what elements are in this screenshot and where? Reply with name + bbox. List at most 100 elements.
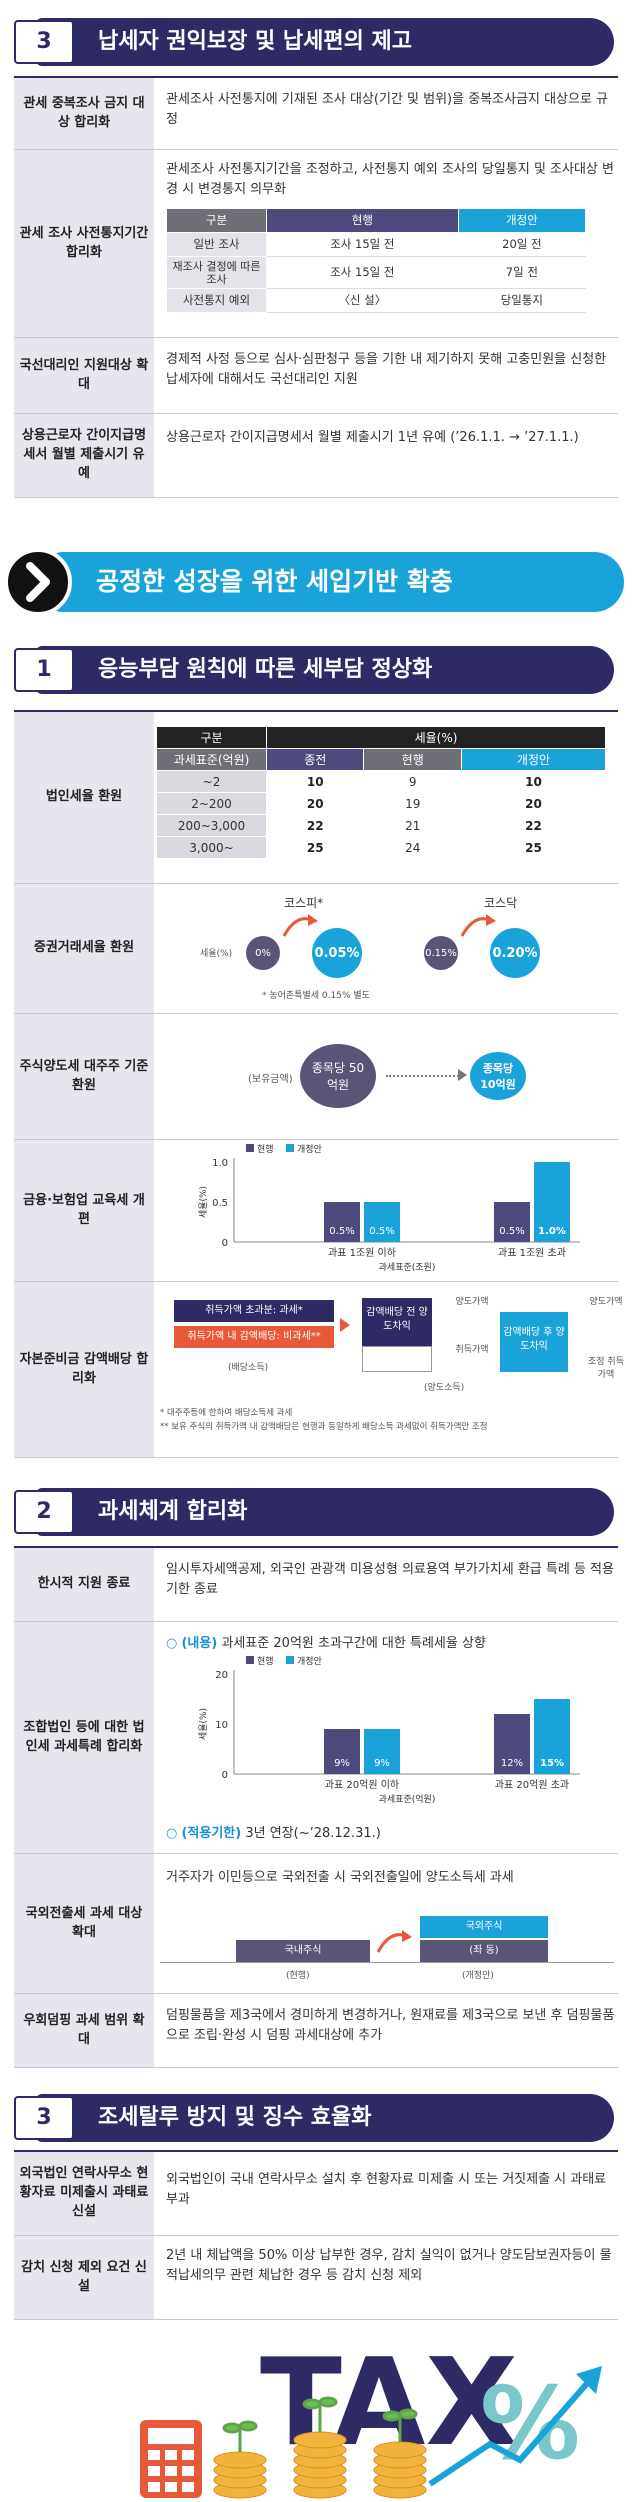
row-text: 상용근로자 간이지급명세서 월별 제출시기 1년 유예 (’26.1.1. → … [166, 430, 579, 445]
section-number: 3 [14, 20, 74, 64]
taxable-box: 취득가액 초과분: 과세* [174, 1300, 334, 1322]
row-label: 증권거래세율 환원 [14, 884, 154, 1013]
bar-value-label: 9% [374, 1758, 390, 1769]
legend-swatch-current [246, 1144, 254, 1152]
y-axis-label: 세율(%) [198, 1186, 209, 1218]
section-number: 1 [14, 648, 74, 692]
row-label: 금융·보험업 교육세 개편 [14, 1140, 154, 1281]
section-title: 조세탈루 방지 및 징수 효율화 [98, 2105, 372, 2130]
audit-notice-table: 구분 현행 개정안 일반 조사 조사 15일 전 20일 전 재조사 결정에 따른 조사… [166, 208, 587, 314]
kospi-label: 코스피* [284, 896, 324, 910]
x-tick-label: 과표 20억원 이하 [325, 1778, 399, 1791]
row-securities-tax: 증권거래세율 환원 코스피* 코스닥 세율(%) 0% 0.05% 0.15% … [14, 884, 618, 1014]
row-label: 한시적 지원 종료 [14, 1548, 154, 1621]
kosdaq-current-rate: 0.15% [424, 936, 458, 970]
pre-gain-box: 감액배당 전 양도차익 [362, 1298, 432, 1346]
bar-current [494, 1714, 530, 1774]
row-audit-notice: 관세 조사 사전통지기간 합리화 관세조사 사전통지기간을 조정하고, 사전통지… [14, 150, 618, 338]
section-header-tax-system: 2 과세체계 합리화 [14, 1488, 614, 1536]
section-header-tax-normalization: 1 응능부담 원칙에 따른 세부담 정상화 [14, 646, 614, 694]
y-tick-label: 0 [222, 1770, 228, 1781]
section-header-tax-evasion: 3 조세탈루 방지 및 징수 효율화 [14, 2094, 614, 2142]
bar-new [534, 1699, 570, 1774]
footnote-1: * 대주주등에 한하여 배당소득세 과세 [160, 1408, 293, 1418]
row-education-tax: 금융·보험업 교육세 개편 0 0.5 1.0 세율(%) 현행 개정안 0.5% 0.5% 과… [14, 1140, 618, 1282]
row-text: 관세조사 사전통지에 기재된 조사 대상(기간 및 범위)을 중복조사금지 대상… [166, 92, 609, 128]
new-caption: (개정안) [462, 1971, 494, 1981]
row-corporate-tax-rate: 법인세율 환원 구분 세율(%) 과세표준(억원) 종전 현행 개정안 ~2 10 9 10 … [14, 712, 618, 884]
row-label: 조합법인 등에 대한 법인세 과세특례 합리화 [14, 1622, 154, 1853]
row-text: 덤핑물품을 제3국에서 경미하게 변경하거나, 원재료를 제3국으로 보낸 후 … [166, 2008, 615, 2044]
bar-current [324, 1729, 360, 1774]
tax-illustration: TAX % [130, 2334, 610, 2502]
dotted-arrow [386, 1075, 462, 1077]
nontaxable-box: 취득가액 내 감액배당: 비과세** [174, 1326, 334, 1348]
kospi-new-rate: 0.05% [312, 928, 362, 978]
cooperative-tax-chart: 0 10 20 세율(%) 현행 개정안 9% 9% 과표 20억원 이하 12% 15% 과표 20… [198, 1655, 580, 1805]
arrow-head-icon [458, 1069, 467, 1081]
threshold-current: 종목당 50억원 [300, 1044, 376, 1108]
transfer-price-label: 양도가액 [455, 1297, 489, 1307]
legend-swatch-new [286, 1656, 294, 1664]
row-text: 외국법인이 국내 연락사무소 설치 후 현황자료 미제출 시 또는 거짓제출 시… [166, 2172, 607, 2208]
row-label: 상용근로자 간이지급명세서 월별 제출시기 유예 [14, 414, 154, 497]
adjusted-acq-label: 조정 취득가액 [588, 1357, 624, 1380]
y-tick-label: 10 [215, 1720, 228, 1731]
foreign-stock-box: 국외주식 [420, 1916, 548, 1938]
kosdaq-label: 코스닥 [484, 896, 518, 910]
row-label: 감치 신청 제외 요건 신설 [14, 2236, 154, 2319]
bar-new [364, 1202, 400, 1242]
x-tick-label: 과표 1조원 초과 [498, 1247, 566, 1259]
chapter-banner: 공정한 성장을 위한 세입기반 확충 [4, 548, 624, 616]
arrow-right-icon [340, 1318, 350, 1332]
domestic-stock-box: 국내주식 [236, 1940, 370, 1962]
x-axis-label: 과세표준(조원) [379, 1262, 436, 1273]
footnote: * 농어촌특별세 0.15% 별도 [262, 991, 370, 1001]
curved-arrow-icon [282, 914, 318, 937]
bar-new [364, 1729, 400, 1774]
row-exit-tax: 국외전출세 과세 대상 확대 거주자가 이민등으로 국외전출 시 국외전출일에 … [14, 1854, 618, 1994]
bar-new [534, 1162, 570, 1242]
bar-current [324, 1202, 360, 1242]
transfer-price-label-2: 양도가액 [589, 1297, 623, 1307]
row-text: 거주자가 이민등으로 국외전출 시 국외전출일에 양도소득세 과세 [166, 1870, 514, 1885]
row-capital-gains: 주식양도세 대주주 기준 환원 (보유금액) 종목당 50억원 종목당 10억원 [14, 1014, 618, 1140]
row-label: 주식양도세 대주주 기준 환원 [14, 1014, 154, 1139]
holding-label: (보유금액) [248, 1074, 293, 1085]
bar-value-label: 0.5% [329, 1226, 354, 1237]
section-title: 과세체계 합리화 [98, 1499, 248, 1524]
row-temporary-support: 한시적 지원 종료 임시투자세액공제, 외국인 관광객 미용성형 의료용역 부가… [14, 1548, 618, 1622]
legend-label-new: 개정안 [297, 1656, 322, 1667]
row-dividend: 자본준비금 감액배당 합리화 취득가액 초과분: 과세* 취득가액 내 감액배당… [14, 1282, 624, 1458]
y-tick-label: 0 [222, 1238, 228, 1249]
row-label: 국외전출세 과세 대상 확대 [14, 1854, 154, 1993]
section-number: 2 [14, 1490, 74, 1534]
legend-swatch-current [246, 1656, 254, 1664]
legend-label-current: 현행 [257, 1143, 274, 1155]
row-cooperative: 조합법인 등에 대한 법인세 과세특례 합리화 ○ (내용) 과세표준 20억원… [14, 1622, 618, 1854]
content-tag: (내용) [181, 1636, 218, 1651]
row-text: 2년 내 체납액을 50% 이상 납부한 경우, 감치 실익이 없거나 양도담보… [166, 2248, 612, 2284]
section-title: 응능부담 원칙에 따른 세부담 정상화 [98, 657, 433, 682]
row-duplicate-audit: 관세 중복조사 금지 대상 합리화 관세조사 사전통지에 기재된 조사 대상(기… [14, 78, 618, 150]
post-gain-box: 감액배당 후 양도차익 [500, 1312, 568, 1372]
education-tax-chart: 0 0.5 1.0 세율(%) 현행 개정안 0.5% 0.5% 과표 1조원 이하 0.5% 1.… [198, 1143, 580, 1273]
period-text: 3년 연장(~’28.12.31.) [245, 1826, 381, 1841]
x-axis-label: 과세표준(억원) [379, 1793, 436, 1805]
bar-value-label: 0.5% [369, 1226, 394, 1237]
period-tag: (적용기한) [181, 1826, 242, 1841]
row-text: 관세조사 사전통지기간을 조정하고, 사전통지 예외 조사의 당일통지 및 조사… [166, 162, 614, 198]
row-text: 경제적 사정 등으로 심사·심판청구 등을 기한 내 제기하지 못해 고충민원을… [166, 352, 607, 388]
row-payment-statement: 상용근로자 간이지급명세서 월별 제출시기 유예 상용근로자 간이지급명세서 월… [14, 414, 618, 498]
bar-value-label: 9% [334, 1758, 350, 1769]
x-tick-label: 과표 1조원 이하 [328, 1246, 396, 1259]
y-tick-label: 20 [215, 1670, 228, 1681]
legend-label-current: 현행 [257, 1655, 274, 1667]
row-label: 관세 중복조사 금지 대상 합리화 [14, 78, 154, 149]
section-header-taxpayer-rights: 3 납세자 권익보장 및 납세편의 제고 [14, 18, 614, 66]
kospi-current-rate: 0% [246, 936, 280, 970]
section-title: 납세자 권익보장 및 납세편의 제고 [98, 29, 412, 54]
legend-swatch-new [286, 1144, 294, 1152]
bar-current [494, 1202, 530, 1242]
bar-value-label: 15% [540, 1758, 564, 1769]
